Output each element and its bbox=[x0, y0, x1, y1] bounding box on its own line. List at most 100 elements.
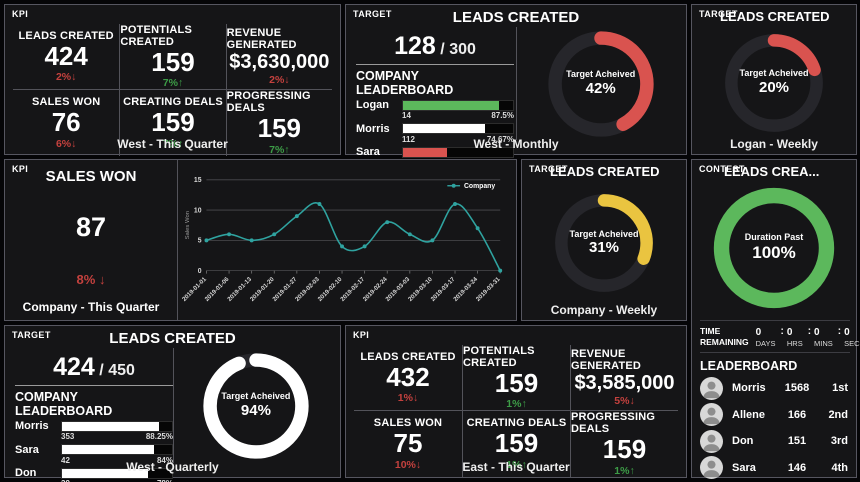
svg-text:Company: Company bbox=[464, 183, 495, 190]
target-achieved-gauge: Target Acheived 94% bbox=[200, 350, 312, 462]
divider-line bbox=[15, 385, 173, 386]
trend-arrow-icon: ↓ bbox=[415, 458, 422, 471]
kpi-cell-leads-created: LEADS CREATED 424 2%↓ bbox=[13, 24, 119, 89]
fraction-divider: / bbox=[99, 362, 104, 379]
progress-bar bbox=[402, 99, 514, 111]
kpi-single-section: SALES WON 87 8% ↓ Company - This Quarter bbox=[5, 160, 178, 320]
panel-title: LEADS CREATED bbox=[452, 9, 580, 26]
kpi-value: 432 bbox=[386, 362, 430, 392]
svg-text:Sales Won: Sales Won bbox=[185, 211, 191, 239]
gauge-percent: 20% bbox=[758, 78, 790, 96]
kpi-delta: 1%↑ bbox=[614, 464, 635, 477]
leaderboard-name: Sara bbox=[732, 461, 756, 474]
trend-arrow-icon: ↑ bbox=[629, 464, 635, 477]
gauge-zone: Target Acheived 31% bbox=[522, 184, 686, 302]
kpi-value: 159 bbox=[494, 368, 539, 398]
gauge-zone: Target Acheived 42% bbox=[519, 27, 682, 140]
bar-value: 112 bbox=[402, 134, 415, 144]
gauge-zone: Target Acheived 20% bbox=[692, 29, 856, 136]
kpi-label: PROGRESSING DEALS bbox=[571, 411, 656, 436]
leaderboard-bar-row: Don 39 78% bbox=[15, 467, 173, 482]
gauge-percent: 31% bbox=[588, 239, 620, 257]
trend-arrow-icon: ↓ bbox=[71, 71, 77, 84]
panel-kpi-east: KPI LEADS CREATED 432 1%↓ POTENTIALS CRE… bbox=[345, 325, 687, 478]
kpi-delta: 2%↓ bbox=[269, 74, 290, 87]
kpi-label: PROGRESSING DEALS bbox=[226, 90, 311, 115]
leaderboard-bar-row: Morris 353 88.25% bbox=[15, 420, 173, 442]
bar-name: Sara bbox=[356, 146, 380, 159]
kpi-value: 159 bbox=[151, 107, 195, 138]
bar-percent: 74.67% bbox=[486, 134, 514, 144]
time-unit-secs: :0SECS bbox=[837, 326, 860, 348]
panel-target-west-monthly: TARGET LEADS CREATED 128 / 300 COMPANY L… bbox=[345, 4, 687, 167]
duration-past-gauge: Duration Past 100% bbox=[710, 184, 838, 312]
panel-kpi-sales-won-chart: KPI SALES WON 87 8% ↓ Company - This Qua… bbox=[4, 159, 517, 321]
panel-footer: West - Monthly bbox=[473, 137, 559, 151]
panel-target-logan-weekly: TARGET LEADS CREATED Target Acheived 20% … bbox=[691, 4, 857, 155]
company-leaderboard-title: COMPANY LEADERBOARD bbox=[356, 69, 454, 97]
panel-type-label: KPI bbox=[12, 164, 29, 174]
kpi-delta: 1%↓ bbox=[397, 392, 419, 405]
fraction-divider: / bbox=[440, 41, 445, 58]
leaderboard-rank: 2nd bbox=[828, 408, 848, 421]
kpi-value: $3,630,000 bbox=[229, 51, 330, 74]
bar-value: 39 bbox=[61, 479, 70, 482]
trend-arrow-icon: ↑ bbox=[177, 137, 184, 150]
panel-footer: West - Quarterly bbox=[126, 460, 219, 474]
leaderboard-title: LEADERBOARD bbox=[700, 359, 798, 373]
gauge-percent: 42% bbox=[585, 79, 616, 97]
bar-name: Morris bbox=[356, 122, 390, 135]
kpi-delta: 2%↓ bbox=[55, 71, 77, 84]
leaderboard-rank: 3rd bbox=[830, 435, 848, 448]
panel-title: LEADS CREATED bbox=[720, 9, 830, 24]
kpi-value: 75 bbox=[393, 428, 423, 459]
bar-name: Morris bbox=[15, 420, 49, 432]
trend-arrow-icon: ↑ bbox=[284, 143, 290, 156]
gauge-label: Target Acheived bbox=[569, 228, 639, 239]
leaderboard-name: Allene bbox=[732, 408, 766, 421]
bar-name: Logan bbox=[356, 99, 389, 111]
bar-percent: 87.5% bbox=[491, 111, 514, 120]
leaderboard-rank: 1st bbox=[832, 382, 848, 395]
kpi-value: 159 bbox=[602, 434, 647, 465]
time-remaining-label: TIME REMAINING bbox=[700, 326, 749, 348]
sales-won-line-chart[interactable]: 0 5 10 15 2019-01-01 2019-01-06 2019-01-13 2019… bbox=[181, 166, 510, 316]
contest-leaderboard: LEADERBOARD Morris 1568 1st Allene 166 2… bbox=[700, 352, 850, 480]
kpi-cell-revenue-generated: REVENUE GENERATED $3,630,000 2%↓ bbox=[225, 24, 332, 90]
kpi-cell-progressing-deals: PROGRESSING DEALS 159 7%↑ bbox=[225, 89, 332, 156]
target-fraction: 128 / 300 bbox=[356, 32, 514, 61]
gauge-label: Target Acheived bbox=[566, 69, 636, 80]
gauge-label: Target Acheived bbox=[221, 391, 291, 402]
kpi-value: 76 bbox=[51, 107, 81, 138]
gauge-label: Duration Past bbox=[744, 232, 804, 243]
kpi-delta: 1%↑ bbox=[506, 458, 527, 471]
kpi-cell-potentials-created: POTENTIALS CREATED 159 7%↑ bbox=[119, 24, 225, 90]
kpi-label: POTENTIALS CREATED bbox=[463, 345, 535, 369]
panel-type-label: CONTEST bbox=[699, 164, 745, 174]
current-value: 128 bbox=[394, 32, 436, 60]
kpi-value: $3,585,000 bbox=[574, 372, 675, 395]
kpi-value: 159 bbox=[494, 428, 539, 459]
kpi-delta: 6%↓ bbox=[55, 137, 77, 150]
kpi-cell-sales-won: SALES WON 76 6%↓ bbox=[13, 89, 120, 155]
progress-bar bbox=[61, 444, 173, 456]
kpi-cell-revenue-generated: REVENUE GENERATED $3,585,000 5%↓ bbox=[570, 345, 678, 411]
vertical-divider bbox=[172, 348, 174, 463]
kpi-grid: LEADS CREATED 432 1%↓ POTENTIALS CREATED… bbox=[354, 345, 678, 477]
avatar bbox=[700, 429, 723, 453]
target-value: 450 bbox=[108, 362, 135, 379]
trend-arrow-icon: ↓ bbox=[629, 395, 635, 408]
leaderboard-row: Sara 146 4th bbox=[700, 455, 850, 482]
target-achieved-gauge: Target Acheived 42% bbox=[545, 28, 657, 140]
kpi-delta: 5%↓ bbox=[614, 395, 635, 408]
leaderboard-rank: 4th bbox=[831, 461, 849, 474]
kpi-grid: LEADS CREATED 424 2%↓ POTENTIALS CREATED… bbox=[13, 24, 332, 156]
panel-target-west-quarterly: TARGET LEADS CREATED 424 / 450 COMPANY L… bbox=[4, 325, 341, 482]
time-unit-days: 0 DAYS bbox=[755, 327, 776, 348]
leaderboard-name: Don bbox=[732, 435, 754, 448]
svg-text:10: 10 bbox=[194, 207, 202, 214]
panel-type-label: TARGET bbox=[353, 9, 392, 19]
progress-bar bbox=[61, 420, 173, 432]
